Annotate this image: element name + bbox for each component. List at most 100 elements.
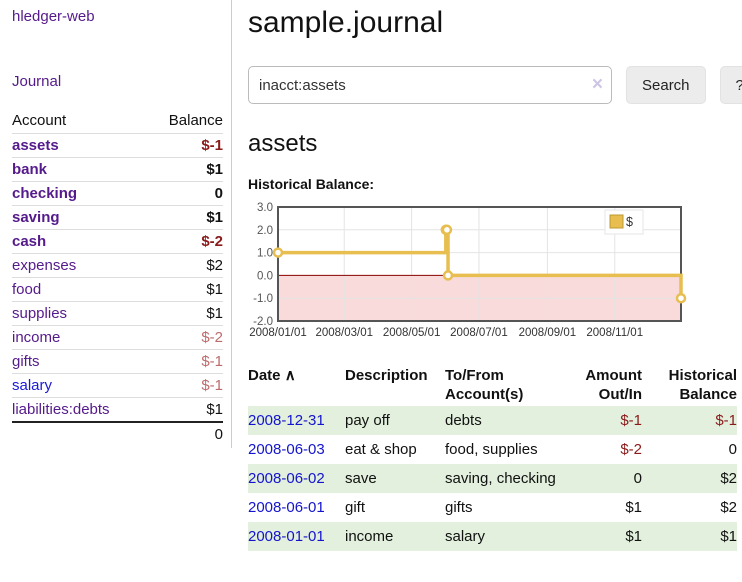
transaction-date-link[interactable]: 2008-06-03 bbox=[248, 441, 325, 458]
account-balance: $2 bbox=[147, 253, 223, 278]
svg-text:2008/03/01: 2008/03/01 bbox=[315, 327, 373, 339]
account-link[interactable]: liabilities:debts bbox=[12, 401, 110, 418]
account-balance: $1 bbox=[147, 205, 223, 230]
transaction-date-cell: 2008-01-01 bbox=[248, 522, 345, 551]
transaction-date-cell: 2008-06-01 bbox=[248, 493, 345, 522]
app-window: hledger-web Journal Account Balance asse… bbox=[0, 0, 742, 551]
accounts-header-balance: Balance bbox=[168, 112, 223, 129]
account-balance: $1 bbox=[147, 397, 223, 422]
accounts-total-row: 0 bbox=[12, 421, 223, 446]
accounts-table: Account Balance assets $-1 bank $1 checking 0… bbox=[12, 109, 223, 446]
account-link[interactable]: bank bbox=[12, 161, 48, 178]
help-button[interactable]: ? bbox=[719, 66, 742, 104]
account-balance: $-1 bbox=[147, 133, 223, 158]
account-row: checking 0 bbox=[12, 181, 223, 206]
account-link[interactable]: salary bbox=[12, 377, 53, 394]
transaction-description: income bbox=[345, 528, 394, 545]
transaction-date-link[interactable]: 2008-12-31 bbox=[248, 412, 325, 429]
svg-text:2.0: 2.0 bbox=[257, 225, 273, 237]
svg-text:3.0: 3.0 bbox=[257, 202, 273, 214]
svg-text:1.0: 1.0 bbox=[257, 248, 273, 260]
svg-text:2008/09/01: 2008/09/01 bbox=[519, 327, 577, 339]
transaction-accounts: saving, checking bbox=[445, 470, 556, 487]
transaction-balance: $-1 bbox=[715, 412, 737, 429]
transaction-description: eat & shop bbox=[345, 441, 417, 458]
main-content: sample.journal × Search ? assets Histori… bbox=[232, 0, 742, 551]
transaction-row: 2008-06-01 gift gifts $1 $2 bbox=[248, 493, 737, 522]
account-link[interactable]: checking bbox=[12, 185, 78, 202]
sort-asc-icon: ∧ bbox=[284, 367, 296, 384]
transaction-description: gift bbox=[345, 499, 366, 516]
transaction-date-link[interactable]: 2008-06-01 bbox=[248, 499, 325, 516]
account-balance: $1 bbox=[147, 277, 223, 302]
account-link[interactable]: assets bbox=[12, 137, 59, 154]
transaction-date-cell: 2008-06-02 bbox=[248, 464, 345, 493]
register-header-amount: Amount Out/In bbox=[585, 367, 642, 403]
account-link[interactable]: cash bbox=[12, 233, 47, 250]
sidebar: hledger-web Journal Account Balance asse… bbox=[0, 0, 232, 448]
page-title: sample.journal bbox=[248, 6, 444, 39]
accounts-total-value: 0 bbox=[147, 421, 223, 446]
svg-text:-2.0: -2.0 bbox=[253, 316, 273, 328]
account-row: liabilities:debts $1 bbox=[12, 397, 223, 422]
transaction-amount: $-2 bbox=[620, 441, 642, 458]
account-link[interactable]: supplies bbox=[12, 305, 68, 322]
register-header-accounts: To/From Account(s) bbox=[445, 367, 524, 403]
account-link[interactable]: gifts bbox=[12, 353, 40, 370]
account-balance: $-2 bbox=[147, 325, 223, 350]
account-row: supplies $1 bbox=[12, 301, 223, 326]
account-row: saving $1 bbox=[12, 205, 223, 230]
app-title-link[interactable]: hledger-web bbox=[12, 8, 95, 25]
transaction-amount: $1 bbox=[625, 528, 642, 545]
transaction-row: 2008-06-02 save saving, checking 0 $2 bbox=[248, 464, 737, 493]
account-row: assets $-1 bbox=[12, 133, 223, 158]
historical-balance-chart: $3.0 2.0 1.0 0.0 -1.0 -2.0 2008/01/01 2008/03/0… bbox=[248, 202, 742, 342]
transaction-accounts: salary bbox=[445, 528, 486, 545]
transaction-balance: $2 bbox=[720, 499, 737, 516]
svg-text:0.0: 0.0 bbox=[257, 270, 273, 282]
svg-text:2008/05/01: 2008/05/01 bbox=[383, 327, 441, 339]
account-link[interactable]: food bbox=[12, 281, 42, 298]
register-header-date[interactable]: Date ∧ bbox=[248, 367, 296, 384]
account-link[interactable]: saving bbox=[12, 209, 60, 226]
account-link[interactable]: expenses bbox=[12, 257, 77, 274]
transaction-date-cell: 2008-12-31 bbox=[248, 406, 345, 435]
transaction-description: pay off bbox=[345, 412, 390, 429]
transaction-row: 2008-12-31 pay off debts $-1 $-1 bbox=[248, 406, 737, 435]
svg-text:2008/01/01: 2008/01/01 bbox=[249, 327, 307, 339]
transaction-accounts: gifts bbox=[445, 499, 473, 516]
accounts-header-account: Account bbox=[12, 112, 67, 129]
transaction-balance: 0 bbox=[728, 441, 737, 458]
register-header-description: Description bbox=[345, 367, 428, 384]
svg-text:2008/07/01: 2008/07/01 bbox=[450, 327, 508, 339]
account-row: income $-2 bbox=[12, 325, 223, 350]
register-table: Date ∧ Description To/From Account(s) Am… bbox=[248, 364, 737, 551]
account-row: bank $1 bbox=[12, 157, 223, 182]
transaction-date-link[interactable]: 2008-06-02 bbox=[248, 470, 325, 487]
account-balance: $1 bbox=[147, 157, 223, 182]
account-row: salary $-1 bbox=[12, 373, 223, 398]
svg-text:-1.0: -1.0 bbox=[253, 293, 273, 305]
account-row: food $1 bbox=[12, 277, 223, 302]
transaction-row: 2008-01-01 income salary $1 $1 bbox=[248, 522, 737, 551]
transaction-amount: $1 bbox=[625, 499, 642, 516]
transaction-accounts: debts bbox=[445, 412, 482, 429]
account-row: cash $-2 bbox=[12, 229, 223, 254]
account-heading: assets bbox=[248, 130, 318, 157]
sidebar-item-journal[interactable]: Journal bbox=[12, 73, 62, 90]
transaction-balance: $2 bbox=[720, 470, 737, 487]
account-balance: $-1 bbox=[147, 373, 223, 398]
search-input[interactable] bbox=[248, 66, 612, 104]
account-link[interactable]: income bbox=[12, 329, 61, 346]
account-balance: 0 bbox=[147, 181, 223, 206]
transaction-row: 2008-06-03 eat & shop food, supplies $-2 0 bbox=[248, 435, 737, 464]
transaction-balance: $1 bbox=[720, 528, 737, 545]
account-row: gifts $-1 bbox=[12, 349, 223, 374]
search-button[interactable]: Search bbox=[626, 66, 706, 104]
register-header-balance: Historical Balance bbox=[668, 367, 737, 403]
transaction-date-link[interactable]: 2008-01-01 bbox=[248, 528, 325, 545]
clear-search-icon[interactable]: × bbox=[591, 74, 603, 96]
account-balance: $-1 bbox=[147, 349, 223, 374]
svg-text:2008/11/01: 2008/11/01 bbox=[586, 327, 643, 339]
